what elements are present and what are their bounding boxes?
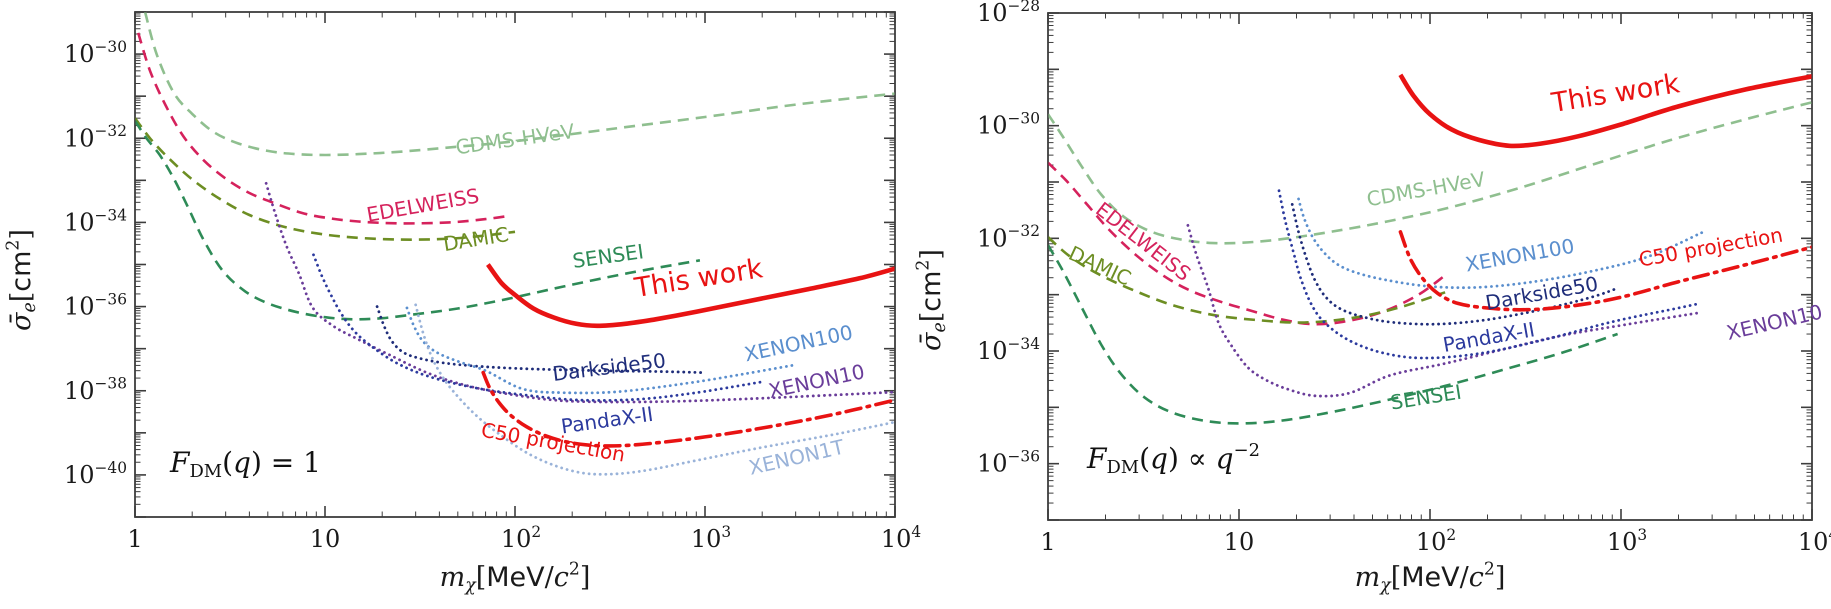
curve-cdms-hvev xyxy=(1048,101,1812,245)
curve-xenon10 xyxy=(264,181,895,404)
curve-c50-projection xyxy=(1398,230,1812,312)
panel-left: 1 10 102 103 104 10−30 10−32 10−34 10−36 10−38 10−… xyxy=(4,11,922,596)
x-tick-label: 102 xyxy=(1416,526,1456,556)
x-tick-label: 1 xyxy=(127,525,142,553)
y-axis-label: σ̄e[cm2] xyxy=(914,249,950,351)
form-factor-annotation: FDM(q) ∝ q−2 xyxy=(1086,440,1260,478)
y-tick-label: 10−28 xyxy=(977,0,1040,27)
y-tick-label: 10−34 xyxy=(64,206,127,236)
curve-label-xenon1t: XENON1T xyxy=(746,434,847,479)
x-tick-label: 103 xyxy=(691,523,731,553)
y-tick-label: 10−38 xyxy=(64,375,127,405)
x-tick-label: 104 xyxy=(1798,526,1831,556)
curve-label-darkside50: Darkside50 xyxy=(551,348,667,386)
curve-darkside50 xyxy=(375,305,703,374)
curve-label-c50-projection: C50 projection xyxy=(1637,223,1785,272)
curve-sensei xyxy=(135,120,701,321)
curve-label-xenon100: XENON100 xyxy=(742,320,855,366)
curve-damic xyxy=(1048,236,1446,324)
x-tick-label: 104 xyxy=(881,523,922,553)
curve-label-xenon10: XENON10 xyxy=(766,359,866,403)
y-tick-label: 10−36 xyxy=(64,290,127,320)
curve-label-darkside50: Darkside50 xyxy=(1484,271,1600,314)
x-axis-label: mχ[MeV/c2] xyxy=(440,560,591,596)
x-tick-label: 102 xyxy=(501,523,541,553)
plot-frame xyxy=(134,11,896,518)
y-tick-label: 10−32 xyxy=(977,222,1040,252)
curve-sensei xyxy=(1048,244,1619,425)
curves xyxy=(135,12,895,476)
curve-label-damic: DAMIC xyxy=(442,222,511,256)
curve-c50-projection xyxy=(481,370,895,448)
x-axis-label: mχ[MeV/c2] xyxy=(1355,560,1506,596)
y-tick-label: 10−32 xyxy=(64,122,127,152)
y-tick-label: 10−30 xyxy=(977,110,1040,140)
curve-label-cdms-hvev: CDMS-HVeV xyxy=(1365,167,1487,211)
curve-label-damic: DAMIC xyxy=(1065,241,1135,291)
curve-cdms-hvev xyxy=(143,12,895,157)
plot-frame xyxy=(1047,12,1813,521)
curve-edelweiss xyxy=(1048,161,1446,326)
y-tick-label: 10−40 xyxy=(64,459,127,489)
y-axis-label: σ̄e[cm2] xyxy=(4,229,40,331)
curve-label-cdms-hvev: CDMS-HVeV xyxy=(454,119,576,159)
curve-this-work xyxy=(1398,73,1812,149)
curve-label-sensei: SENSEI xyxy=(1389,380,1463,415)
curve-pandax-ii xyxy=(312,253,762,402)
panel-right: 1 10 102 103 104 10−28 10−30 10−32 10−34 10−36 mχ[… xyxy=(914,0,1831,596)
x-tick-label: 10 xyxy=(310,525,341,553)
form-factor-annotation: FDM(q) = 1 xyxy=(169,446,321,482)
curve-label-xenon10: XENON10 xyxy=(1724,300,1824,345)
curves xyxy=(1048,73,1812,425)
y-tick-label: 10−30 xyxy=(64,38,127,68)
curve-label-xenon100: XENON100 xyxy=(1463,234,1576,277)
curve-xenon100 xyxy=(1297,197,1705,290)
y-tick-label: 10−36 xyxy=(977,448,1040,478)
x-tick-label: 1 xyxy=(1040,528,1055,556)
curve-pandax-ii xyxy=(1277,189,1702,360)
curve-this-work xyxy=(486,263,895,329)
x-tick-label: 10 xyxy=(1224,528,1255,556)
curve-xenon10 xyxy=(1186,223,1702,398)
curve-label-sensei: SENSEI xyxy=(571,239,645,273)
y-tick-label: 10−34 xyxy=(977,335,1040,365)
x-tick-label: 103 xyxy=(1607,526,1647,556)
curve-xenon100 xyxy=(405,306,794,395)
curve-damic xyxy=(135,117,516,241)
